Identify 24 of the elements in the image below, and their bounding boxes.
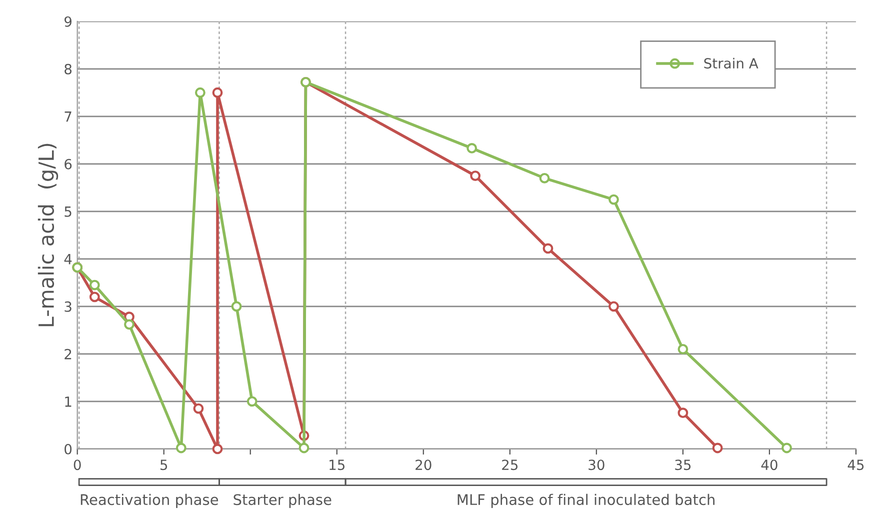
- legend-label: Strain A: [704, 58, 758, 69]
- y-tick-label: 4: [64, 254, 72, 264]
- x-tick-label: 5: [160, 460, 168, 470]
- y-axis-title: L-malic acid (g/L): [38, 144, 58, 326]
- x-tick-label: 15: [330, 460, 345, 470]
- x-tick-label: 20: [416, 460, 432, 470]
- x-tick-label: 0: [74, 460, 81, 470]
- x-tick-label: 40: [761, 460, 778, 470]
- x-tick-label: 45: [848, 460, 864, 470]
- x-tick-label: 25: [502, 460, 518, 470]
- text: MLF phase of final inoculated batch: [458, 494, 714, 508]
- y-tick-label: 1: [65, 396, 72, 407]
- y-tick-label: 7: [64, 112, 72, 122]
- y-tick-label: 2: [64, 348, 72, 360]
- y-tick-label: 9: [64, 16, 72, 27]
- y-tick-label: 0: [64, 444, 72, 454]
- y-tick-label: 3: [64, 301, 72, 312]
- x-tick-label: 35: [675, 460, 691, 470]
- y-tick-label: 8: [64, 64, 72, 74]
- y-tick-label: 5: [64, 206, 72, 217]
- text: Reactivation phase: [80, 494, 218, 508]
- text: Starter phase: [234, 494, 332, 508]
- y-tick-label: 6: [64, 158, 72, 170]
- x-tick-label: 30: [588, 460, 604, 470]
